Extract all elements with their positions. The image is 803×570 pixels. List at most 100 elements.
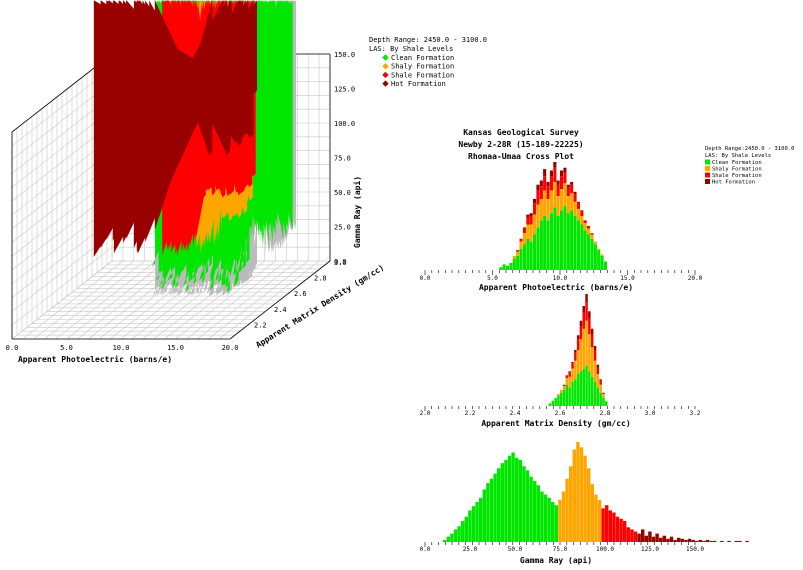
tick-label-gr: 125.0 [334, 86, 355, 94]
hist-bar [641, 529, 645, 542]
hist-bar [563, 171, 567, 184]
hist-tick-label: 2.4 [510, 410, 521, 417]
hist-bar [566, 196, 570, 214]
hist-bar [745, 540, 749, 542]
grid-line [208, 260, 309, 340]
hist-bar [570, 181, 574, 185]
hist-bar [655, 533, 659, 542]
hist-bar [560, 176, 564, 189]
hist-bar [600, 255, 604, 270]
hist-bar [489, 478, 494, 542]
hist-bar [593, 360, 597, 382]
hist-tick-label: 10.0 [553, 275, 568, 282]
hist-bar [500, 463, 504, 542]
grid-line [11, 260, 113, 340]
hist-bar [471, 506, 476, 542]
hist-bar [593, 346, 597, 350]
hist-bar [457, 526, 461, 542]
hist-bar [680, 538, 684, 542]
hist-bar [601, 508, 605, 542]
hist-bar [590, 334, 594, 348]
hist-bar [705, 539, 710, 542]
hist-bar [568, 376, 571, 388]
hist-bar [560, 210, 564, 270]
hist-bar [727, 540, 731, 542]
hist-bar [734, 540, 738, 542]
hist-bar [504, 459, 508, 542]
hist-bar [539, 180, 543, 187]
hist-tick-label: 3.0 [645, 410, 656, 417]
axis-label-gr-3d: Gamma Ray (api) [352, 176, 362, 248]
hist-bar [543, 176, 547, 191]
legend-marker [382, 54, 389, 61]
hist-bar [506, 265, 510, 270]
hist-bar [574, 352, 577, 361]
legend-small-las: LAS: By Shale Levels [705, 153, 771, 159]
hist-bar [561, 491, 566, 542]
hist-bar [546, 186, 550, 199]
hist-bar [590, 347, 594, 377]
grid-line [175, 260, 276, 340]
legend-item-label: Shaly Formation [391, 63, 454, 71]
legend-small-swatch [705, 172, 710, 178]
hist-tick-label: 125.0 [641, 546, 659, 553]
hist-bar [529, 476, 533, 542]
hist-bar [553, 207, 557, 270]
histogram-pe: Apparent Photoelectric (barns/e) 0.0 5.0 1… [420, 162, 703, 292]
hist-bar [556, 184, 560, 197]
hist-bar [558, 499, 562, 542]
hist-bar [587, 228, 591, 235]
hist-bar [533, 480, 537, 542]
hist-bar [597, 499, 602, 542]
hist-bar [570, 210, 574, 270]
hist-bar [529, 224, 533, 242]
hist-bar [588, 334, 591, 372]
hist-bar [597, 248, 601, 251]
hist-bar [563, 167, 567, 172]
hist-bar [563, 206, 567, 270]
hist-bar [571, 363, 574, 369]
hist-bar [590, 238, 594, 270]
hist-bar [560, 189, 564, 211]
hist-bar [576, 335, 580, 340]
hist-bar [493, 473, 497, 542]
hist-tick-label: 2.8 [600, 410, 611, 417]
hist-bar [615, 516, 620, 542]
hist-bar [574, 379, 577, 406]
hist-bar [453, 529, 458, 542]
hist-bar [563, 183, 567, 206]
hist-tick-label: 3.2 [690, 410, 701, 417]
hist-bar [511, 452, 515, 542]
hist-bar [549, 176, 553, 191]
histogram-rho: Apparent Matrix Density (gm/cc) 2.0 2.2 2.… [420, 294, 701, 428]
tick-label-rho: 2.8 [314, 275, 327, 283]
hist-bar [594, 494, 598, 542]
hist-bar [709, 540, 713, 542]
hist-tick-label: 5.0 [487, 275, 498, 282]
hist-bar [659, 537, 663, 542]
hist-bar [554, 398, 557, 406]
hist-bar [608, 510, 612, 542]
hist-bar [533, 198, 537, 204]
hist-bar [560, 390, 563, 393]
hist-bar [536, 190, 540, 205]
hist-bar [582, 368, 585, 406]
hist-bar [553, 181, 557, 208]
legend-marker [382, 71, 389, 79]
legend-small-depth-range: Depth Range:2450.0 - 3100.0 [705, 146, 794, 152]
hist-bar [593, 241, 597, 245]
hist-bar [556, 196, 560, 216]
hist-bar [522, 466, 526, 542]
hist-bar [587, 225, 591, 229]
hist-bar [580, 224, 584, 270]
legend-item-label: Hot Formation [391, 80, 446, 88]
hist-bar [644, 535, 648, 542]
hist-axis: 0.0 25.0 50.0 75.0 100.0 125.0 150.0 [420, 542, 704, 553]
hist-bar [596, 387, 600, 406]
hist-bar [536, 204, 540, 228]
hist-bar [533, 234, 537, 270]
hist-bar [562, 390, 566, 406]
hist-bar [576, 203, 580, 209]
hist-bar [551, 502, 555, 542]
hist-bar [566, 213, 570, 270]
